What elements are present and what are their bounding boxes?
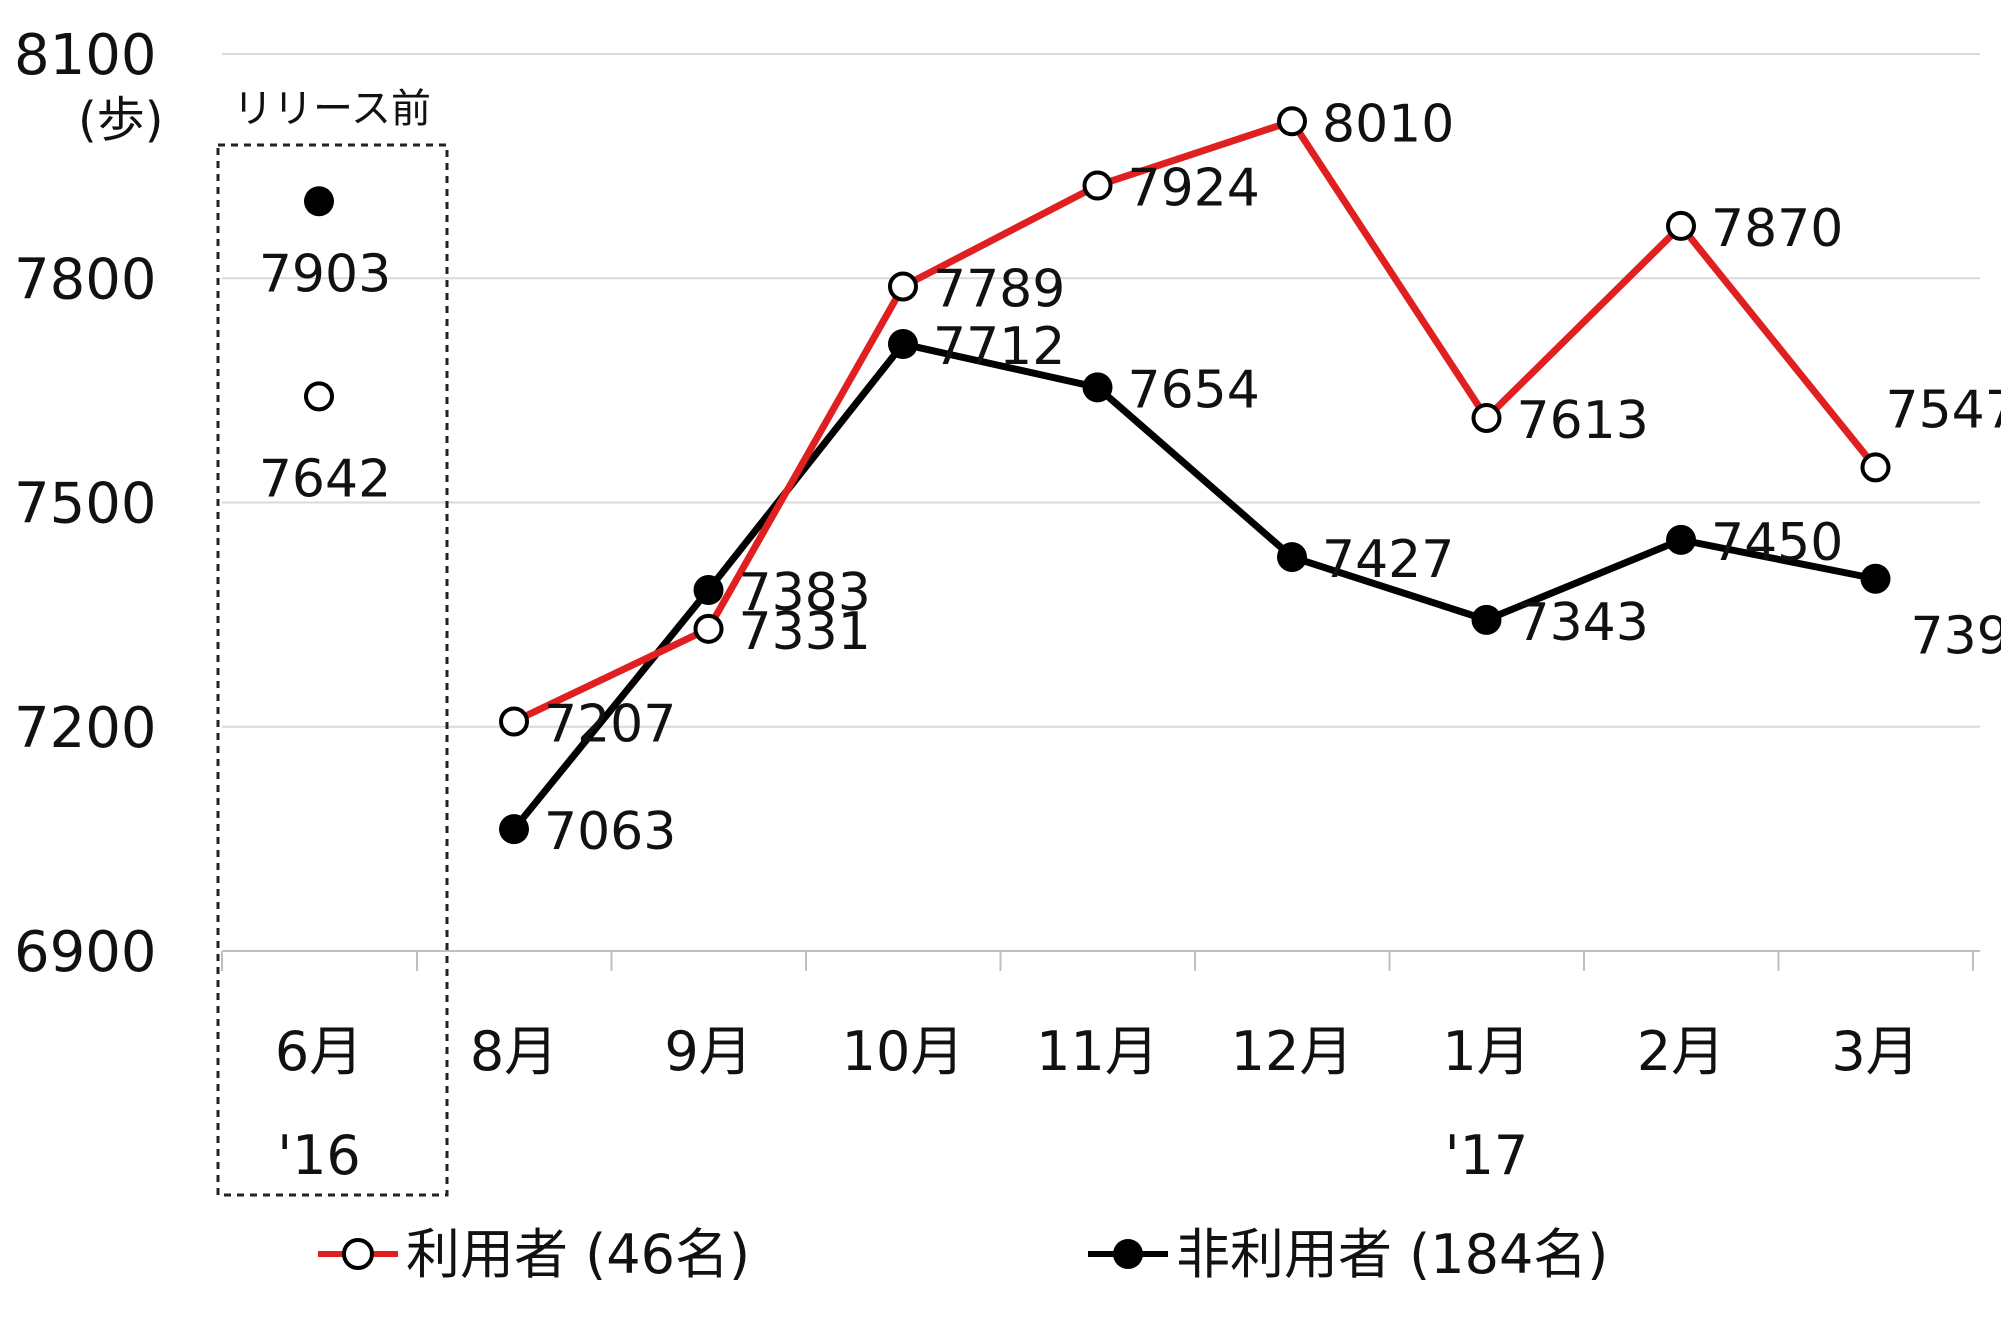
nonuser-point <box>693 574 724 605</box>
x-category-label: 11月 <box>1036 1020 1159 1083</box>
pre-release-box <box>216 143 449 1197</box>
y-tick-label: 6900 <box>14 920 157 985</box>
x-category-label: 2月 <box>1637 1020 1725 1083</box>
user-point <box>693 613 724 644</box>
nonuser-point <box>1277 542 1307 573</box>
pre-release-nonuser-point <box>304 186 334 217</box>
y-tick-labels: 6900 7200 7500 7800 8100 <box>14 23 157 985</box>
user-data-label: 8010 <box>1322 94 1454 154</box>
year-label-2017: '17 <box>1445 1124 1529 1187</box>
y-axis-label: (歩) <box>78 92 163 148</box>
nonuser-point <box>1860 563 1891 594</box>
pre-release-nonuser-label: 7903 <box>259 244 391 304</box>
series-markers <box>304 106 1891 845</box>
nonuser-point <box>1082 372 1113 403</box>
user-point <box>888 271 918 302</box>
user-data-label: 7870 <box>1711 199 1843 259</box>
x-category-label: 1月 <box>1442 1020 1530 1083</box>
pre-release-year-label: '16 <box>277 1124 361 1187</box>
y-tick-label: 7500 <box>14 472 157 537</box>
pre-release-label: リリース前 <box>233 86 431 132</box>
data-labels: 7063 7383 7712 7654 7427 7343 7450 7398 7207 7331… <box>259 94 2001 862</box>
user-point <box>499 706 529 737</box>
x-axis-ticks <box>221 951 1974 971</box>
y-tick-label: 8100 <box>14 23 157 88</box>
nonuser-data-label: 7654 <box>1128 360 1260 420</box>
user-series-line <box>512 117 1879 725</box>
user-point <box>1082 170 1113 201</box>
user-point <box>1277 106 1307 137</box>
nonuser-point <box>1666 524 1696 555</box>
legend-user-label: 利用者 (46名) <box>406 1223 750 1286</box>
pre-release-month-label: 6月 <box>275 1020 363 1083</box>
y-tick-label: 7200 <box>14 696 157 761</box>
nonuser-point <box>499 814 529 845</box>
x-category-labels: 8月 9月 10月 11月 12月 1月 2月 3月 <box>470 1020 1920 1083</box>
nonuser-point <box>1471 604 1502 635</box>
legend-nonuser-marker <box>1113 1239 1143 1269</box>
pre-release-user-point <box>304 381 334 412</box>
nonuser-data-label: 7063 <box>544 802 676 862</box>
nonuser-data-label: 7383 <box>739 563 871 623</box>
nonuser-data-label: 7450 <box>1711 513 1843 573</box>
user-data-label: 7613 <box>1517 391 1649 451</box>
user-point <box>1860 452 1891 483</box>
series-lines <box>511 117 1879 832</box>
nonuser-data-label: 7427 <box>1322 530 1454 590</box>
y-tick-label: 7800 <box>14 247 157 312</box>
legend-user-marker <box>342 1238 374 1270</box>
x-category-label: 9月 <box>664 1020 752 1083</box>
nonuser-series-line <box>511 340 1877 832</box>
user-data-label: 7789 <box>933 259 1065 319</box>
nonuser-data-label: 7343 <box>1517 593 1649 653</box>
x-category-label: 10月 <box>842 1020 965 1083</box>
nonuser-data-label: 7398 <box>1911 607 2001 667</box>
user-data-label: 7924 <box>1128 159 1260 219</box>
legend: 利用者 (46名) 非利用者 (184名) <box>318 1223 1608 1286</box>
pre-release-user-label: 7642 <box>259 449 391 509</box>
user-point <box>1666 210 1696 241</box>
x-category-label: 3月 <box>1831 1020 1919 1083</box>
nonuser-data-label: 7712 <box>933 317 1065 377</box>
user-data-label: 7331 <box>739 602 871 662</box>
nonuser-point <box>888 329 918 360</box>
x-category-label: 12月 <box>1231 1020 1354 1083</box>
legend-nonuser-label: 非利用者 (184名) <box>1176 1223 1608 1286</box>
user-data-label: 7207 <box>544 695 676 755</box>
x-category-label: 8月 <box>470 1020 558 1083</box>
user-point <box>1471 403 1502 434</box>
